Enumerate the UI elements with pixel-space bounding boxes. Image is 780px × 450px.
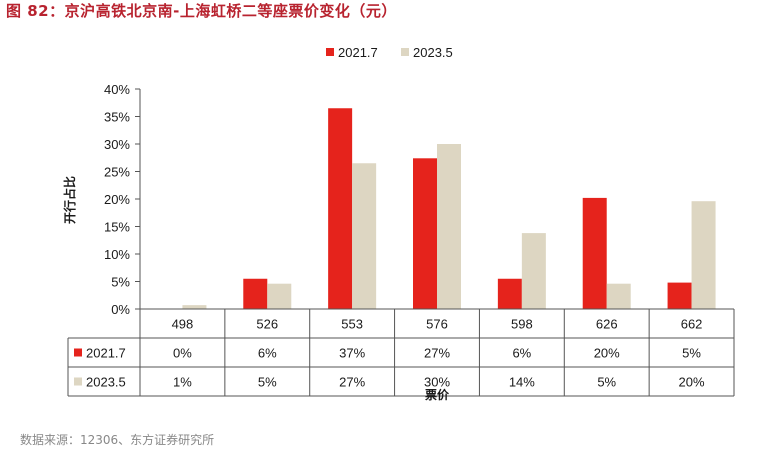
legend-swatch	[401, 48, 409, 56]
y-tick-label: 30%	[104, 137, 130, 152]
source-note: 数据来源：12306、东方证券研究所	[20, 433, 215, 447]
table-cell: 14%	[509, 375, 535, 390]
bar-2023.5-553	[352, 163, 377, 309]
table-cell: 5%	[682, 346, 701, 361]
y-tick-label: 5%	[111, 275, 130, 290]
x-axis-label: 票价	[425, 388, 450, 402]
table-cell: 37%	[339, 346, 365, 361]
table-series-swatch	[74, 348, 82, 357]
bar-2023.5-576	[437, 144, 461, 309]
table-cell: 0%	[173, 346, 192, 361]
x-tick-label: 598	[511, 317, 533, 332]
legend-label: 2023.5	[413, 45, 453, 60]
table-cell: 6%	[258, 346, 277, 361]
x-tick-label: 526	[256, 317, 278, 332]
x-tick-label: 498	[172, 317, 194, 332]
y-tick-label: 15%	[104, 220, 130, 235]
table-cell: 5%	[258, 375, 277, 390]
table-series-swatch	[74, 377, 82, 386]
table-cell: 20%	[679, 375, 705, 390]
y-axis-label: 开行占比	[62, 176, 77, 224]
chart-title: 图 82：京沪高铁北京南-上海虹桥二等座票价变化（元）	[6, 2, 397, 20]
y-tick-label: 40%	[104, 82, 130, 97]
bar-2023.5-662	[691, 201, 716, 309]
bar-2021.7-553	[328, 108, 353, 309]
bar-2021.7-662	[667, 282, 692, 309]
table-series-name: 2023.5	[86, 375, 126, 390]
bar-2021.7-598	[497, 278, 522, 309]
legend-label: 2021.7	[338, 45, 378, 60]
bar-2021.7-626	[582, 197, 607, 309]
table-cell: 5%	[597, 375, 616, 390]
x-tick-label: 576	[426, 317, 448, 332]
y-tick-label: 0%	[111, 302, 130, 317]
legend: 2021.7 2023.5	[326, 45, 453, 60]
bar-2023.5-526	[267, 283, 292, 309]
data-table: 498 526 553 576 598 626 662 2021.7 0% 6% 37% 27% 6% 2…	[67, 308, 735, 397]
bar-2023.5-498	[182, 305, 207, 309]
y-axis: 0% 5% 10% 15% 20% 25% 30% 35% 40%	[104, 82, 141, 317]
bar-2023.5-626	[606, 283, 631, 309]
table-cell: 30%	[424, 375, 450, 390]
bar-2023.5-598	[521, 233, 546, 309]
table-cell: 1%	[173, 375, 192, 390]
x-tick-label: 626	[596, 317, 618, 332]
x-tick-label: 662	[681, 317, 703, 332]
y-tick-label: 20%	[104, 192, 130, 207]
table-cell: 20%	[594, 346, 620, 361]
legend-swatch	[326, 48, 334, 56]
bars	[182, 108, 716, 309]
x-tick-label: 553	[341, 317, 363, 332]
y-tick-label: 25%	[104, 165, 130, 180]
bar-2021.7-526	[243, 278, 268, 309]
bar-2021.7-576	[413, 158, 437, 309]
y-tick-label: 35%	[104, 110, 130, 125]
table-cell: 27%	[339, 375, 365, 390]
table-series-name: 2021.7	[86, 346, 126, 361]
table-cell: 27%	[424, 346, 450, 361]
table-cell: 6%	[512, 346, 531, 361]
y-tick-label: 10%	[104, 247, 130, 262]
